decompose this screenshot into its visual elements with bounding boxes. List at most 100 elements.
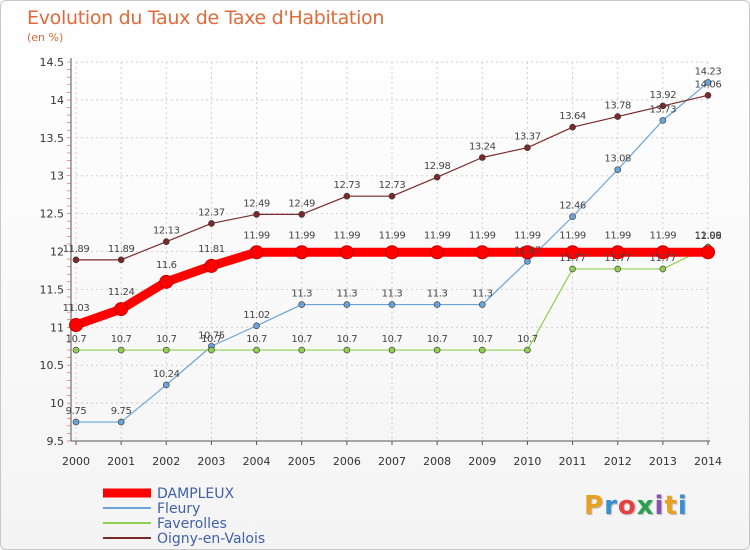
data-label-dampleux: 11.99 <box>424 230 451 241</box>
data-label-dampleux: 11.99 <box>559 230 586 241</box>
data-label-fleury: 9.75 <box>111 406 132 417</box>
x-tick-label: 2014 <box>694 455 722 468</box>
data-point-oigny-en-valois <box>298 211 306 218</box>
y-tick-label: 10 <box>50 397 64 410</box>
data-point-oigny-en-valois <box>208 220 215 227</box>
data-point-oigny-en-valois <box>704 92 712 99</box>
data-point-oigny-en-valois <box>117 256 125 264</box>
x-tick-label: 2000 <box>62 455 90 468</box>
data-point-fleury <box>659 117 667 124</box>
data-point-faverolles <box>569 265 576 273</box>
logo-letter: r <box>604 491 618 521</box>
data-label-oigny-en-valois: 13.64 <box>559 111 586 122</box>
data-label-faverolles: 10.7 <box>517 334 538 345</box>
data-label-oigny-en-valois: 11.89 <box>108 244 135 255</box>
data-label-fleury: 12.46 <box>559 201 586 212</box>
data-label-dampleux: 11.6 <box>156 260 177 271</box>
x-tick-label: 2013 <box>649 455 677 468</box>
data-label-dampleux: 11.99 <box>650 230 677 241</box>
data-label-fleury: 10.75 <box>198 330 225 341</box>
data-point-fleury <box>388 301 396 308</box>
logo-letter: P <box>584 491 605 521</box>
data-point-oigny-en-valois <box>569 123 576 131</box>
data-point-fleury <box>72 418 80 426</box>
data-point-faverolles <box>72 346 80 354</box>
data-label-dampleux: 11.81 <box>198 244 225 255</box>
data-point-fleury <box>569 213 576 220</box>
data-point-dampleux <box>565 245 580 260</box>
x-tick-label: 2005 <box>288 455 316 468</box>
data-point-dampleux <box>339 245 354 260</box>
y-tick-label: 10.5 <box>40 359 65 372</box>
x-tick-label: 2001 <box>107 455 135 468</box>
data-label-oigny-en-valois: 12.98 <box>424 161 451 172</box>
data-point-dampleux <box>610 245 625 260</box>
series-layer <box>69 79 715 426</box>
unit-label: (en %) <box>27 31 64 44</box>
data-label-dampleux: 11.99 <box>604 230 631 241</box>
data-label-oigny-en-valois: 12.73 <box>379 180 406 191</box>
data-point-oigny-en-valois <box>162 238 170 245</box>
data-point-dampleux <box>294 245 309 260</box>
y-tick-label: 13 <box>50 170 64 183</box>
data-label-faverolles: 11.77 <box>604 253 631 264</box>
data-label-dampleux: 11.03 <box>63 303 90 314</box>
data-label-fleury: 10.24 <box>153 369 180 380</box>
data-label-fleury: 11.3 <box>337 289 358 300</box>
y-tick-label: 13.5 <box>40 132 65 145</box>
data-label-fleury: 11.3 <box>291 289 312 300</box>
data-label-oigny-en-valois: 11.89 <box>63 244 90 255</box>
data-point-faverolles <box>343 346 351 354</box>
data-label-dampleux: 11.99 <box>379 230 406 241</box>
x-tick-label: 2004 <box>243 455 271 468</box>
data-label-oigny-en-valois: 13.78 <box>604 101 631 112</box>
x-tick-label: 2008 <box>423 455 451 468</box>
legend-label-fleury: Fleury <box>157 501 200 517</box>
data-point-oigny-en-valois <box>433 173 441 181</box>
grid <box>75 61 709 442</box>
data-point-oigny-en-valois <box>72 256 80 264</box>
legend-label-oigny-en-valois: Oigny-en-Valois <box>157 531 265 547</box>
chart-title: Evolution du Taux de Taxe d'Habitation <box>27 7 385 29</box>
data-label-faverolles: 10.7 <box>66 334 87 345</box>
x-tick-label: 2009 <box>468 455 496 468</box>
data-label-dampleux: 11.99 <box>469 230 496 241</box>
data-label-faverolles: 10.7 <box>156 334 177 345</box>
data-point-faverolles <box>208 346 215 354</box>
data-point-oigny-en-valois <box>253 211 260 218</box>
y-tick-label: 9.5 <box>47 435 65 448</box>
data-label-faverolles: 11.77 <box>559 253 586 264</box>
y-tick-label: 11.5 <box>40 283 65 296</box>
data-label-oigny-en-valois: 13.92 <box>650 90 677 101</box>
data-label-dampleux: 11.99 <box>334 230 361 241</box>
data-label-dampleux: 11.99 <box>288 230 315 241</box>
data-label-fleury: 14.23 <box>695 66 722 77</box>
data-label-fleury: 11.3 <box>382 289 403 300</box>
data-point-fleury <box>614 166 622 173</box>
data-point-oigny-en-valois <box>343 192 351 200</box>
data-point-faverolles <box>253 346 260 354</box>
y-tick-label: 14 <box>50 94 64 107</box>
data-point-faverolles <box>524 346 531 354</box>
data-label-dampleux: 11.99 <box>243 230 270 241</box>
data-label-oigny-en-valois: 14.06 <box>695 79 722 90</box>
data-label-oigny-en-valois: 13.37 <box>514 132 541 143</box>
data-point-oigny-en-valois <box>478 154 486 161</box>
data-point-dampleux <box>204 258 219 273</box>
x-tick-label: 2003 <box>197 455 225 468</box>
data-label-faverolles: 10.7 <box>382 334 403 345</box>
data-point-fleury <box>253 322 260 330</box>
data-point-dampleux <box>159 274 174 289</box>
y-tick-label: 12.5 <box>40 208 65 221</box>
data-label-faverolles: 11.77 <box>650 253 677 264</box>
data-label-fleury: 11.87 <box>514 245 541 256</box>
data-point-faverolles <box>298 346 306 354</box>
data-point-faverolles <box>433 346 441 354</box>
data-label-fleury: 11.3 <box>472 289 493 300</box>
legend-label-faverolles: Faverolles <box>157 516 227 532</box>
logo-letter: i <box>677 491 688 521</box>
y-tick-label: 14.5 <box>40 56 65 69</box>
data-point-oigny-en-valois <box>388 192 396 200</box>
data-label-oigny-en-valois: 12.13 <box>153 226 180 237</box>
